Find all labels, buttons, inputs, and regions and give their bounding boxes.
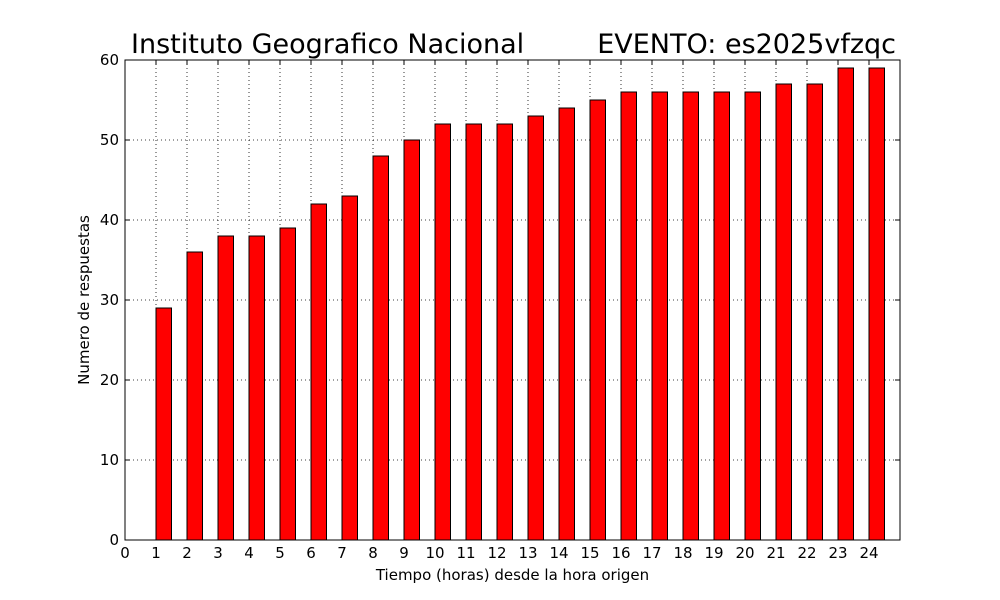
bars: [155, 67, 885, 541]
y-tick-label: 0: [109, 531, 119, 549]
x-tick-label: 24: [859, 544, 878, 562]
bar-15: [589, 99, 606, 541]
bar-17: [651, 91, 668, 541]
bar-1: [155, 307, 172, 541]
bar-5: [279, 227, 296, 541]
tick-labels: 0 1 2 3 4 5 6 7 8 9 10 11 12 13 14 15 16 17 18 19 20 21 22 23 24…: [100, 51, 879, 562]
y-tick-label: 30: [100, 291, 119, 309]
x-tick-label: 20: [735, 544, 754, 562]
bar-19: [713, 91, 730, 541]
y-tick-label: 10: [100, 451, 119, 469]
x-tick-label: 11: [456, 544, 475, 562]
y-tick-label: 50: [100, 131, 119, 149]
x-axis-label: Tiempo (horas) desde la hora origen: [375, 566, 649, 584]
x-tick-label: 2: [182, 544, 192, 562]
bar-13: [527, 115, 544, 541]
x-tick-label: 8: [368, 544, 378, 562]
bar-10: [434, 123, 451, 541]
x-tick-label: 9: [399, 544, 409, 562]
chart-title-right: EVENTO: es2025vfzqc: [597, 29, 896, 60]
x-tick-label: 16: [611, 544, 630, 562]
bar-23: [837, 67, 854, 541]
x-tick-label: 0: [120, 544, 130, 562]
bar-6: [310, 203, 327, 541]
y-axis-label: Numero de respuestas: [75, 215, 93, 385]
x-tick-label: 22: [797, 544, 816, 562]
bar-7: [341, 195, 358, 541]
x-tick-label: 13: [518, 544, 537, 562]
x-tick-label: 17: [642, 544, 661, 562]
x-tick-label: 5: [275, 544, 285, 562]
chart-title-left: Instituto Geografico Nacional: [131, 29, 524, 60]
x-tick-label: 6: [306, 544, 316, 562]
bar-3: [217, 235, 234, 541]
bar-20: [744, 91, 761, 541]
x-tick-label: 1: [151, 544, 161, 562]
bar-9: [403, 139, 420, 541]
bar-21: [775, 83, 792, 541]
bar-11: [465, 123, 482, 541]
bar-24: [868, 67, 885, 541]
bar-16: [620, 91, 637, 541]
x-tick-label: 21: [766, 544, 785, 562]
bar-18: [682, 91, 699, 541]
bar-4: [248, 235, 265, 541]
bar-22: [806, 83, 823, 541]
bar-14: [558, 107, 575, 541]
bar-12: [496, 123, 513, 541]
x-tick-label: 3: [213, 544, 223, 562]
x-tick-label: 19: [704, 544, 723, 562]
x-tick-label: 18: [673, 544, 692, 562]
bar-2: [186, 251, 203, 541]
bar-8: [372, 155, 389, 541]
x-tick-label: 23: [828, 544, 847, 562]
y-tick-label: 60: [100, 51, 119, 69]
x-tick-label: 10: [425, 544, 444, 562]
x-tick-label: 4: [244, 544, 254, 562]
x-tick-label: 12: [487, 544, 506, 562]
y-tick-label: 40: [100, 211, 119, 229]
axis-ticks: [124, 59, 900, 541]
x-tick-label: 7: [337, 544, 347, 562]
x-tick-label: 14: [549, 544, 568, 562]
y-tick-label: 20: [100, 371, 119, 389]
x-tick-label: 15: [580, 544, 599, 562]
